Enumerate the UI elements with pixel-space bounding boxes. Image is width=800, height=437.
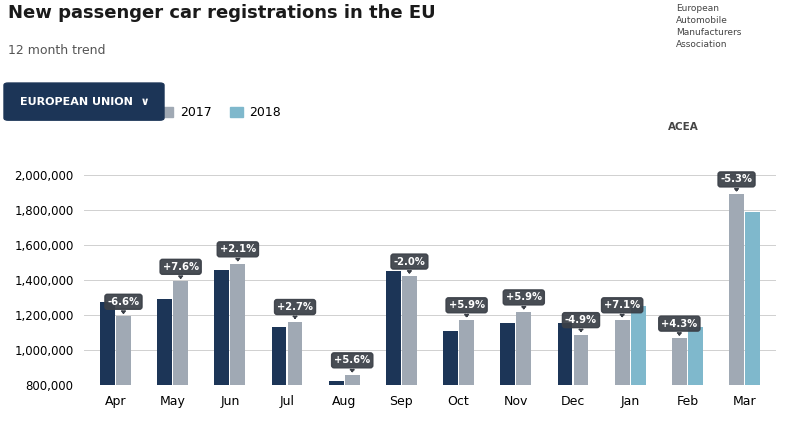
Text: +5.6%: +5.6% xyxy=(334,355,370,371)
Bar xyxy=(230,264,246,385)
Text: ACEA: ACEA xyxy=(668,122,698,132)
Text: -4.9%: -4.9% xyxy=(565,315,597,331)
Bar xyxy=(614,320,630,385)
Bar xyxy=(630,306,646,385)
Bar xyxy=(345,375,360,385)
Bar xyxy=(174,281,188,385)
Text: +7.1%: +7.1% xyxy=(604,300,640,316)
Text: -5.3%: -5.3% xyxy=(721,174,753,190)
Text: -6.6%: -6.6% xyxy=(107,297,139,312)
Bar xyxy=(688,327,702,385)
Bar xyxy=(158,299,172,385)
Bar xyxy=(100,302,115,385)
Bar xyxy=(386,271,401,385)
Text: +5.9%: +5.9% xyxy=(506,292,542,308)
Bar xyxy=(459,320,474,385)
Text: European
Automobile
Manufacturers
Association: European Automobile Manufacturers Associ… xyxy=(676,4,742,49)
Text: +5.9%: +5.9% xyxy=(449,300,485,316)
Bar xyxy=(729,194,744,385)
Text: +2.1%: +2.1% xyxy=(220,244,256,260)
Bar xyxy=(745,212,760,385)
Text: -2.0%: -2.0% xyxy=(394,257,426,272)
Bar xyxy=(287,322,302,385)
Bar xyxy=(214,270,230,385)
Text: EUROPEAN UNION  ∨: EUROPEAN UNION ∨ xyxy=(20,97,150,107)
Text: +2.7%: +2.7% xyxy=(277,302,313,318)
Bar xyxy=(558,323,573,385)
Bar xyxy=(271,327,286,385)
Bar xyxy=(116,316,131,385)
Text: +4.3%: +4.3% xyxy=(662,319,698,334)
Text: 12 month trend: 12 month trend xyxy=(8,44,106,57)
Bar xyxy=(329,381,344,385)
Bar xyxy=(443,331,458,385)
Legend: 2016, 2017, 2018: 2016, 2017, 2018 xyxy=(86,101,286,125)
Bar xyxy=(500,323,515,385)
Text: New passenger car registrations in the EU: New passenger car registrations in the E… xyxy=(8,4,436,22)
Text: +7.6%: +7.6% xyxy=(162,262,198,277)
Bar xyxy=(672,338,686,385)
Bar xyxy=(402,276,417,385)
Bar xyxy=(516,312,531,385)
Bar xyxy=(574,335,589,385)
